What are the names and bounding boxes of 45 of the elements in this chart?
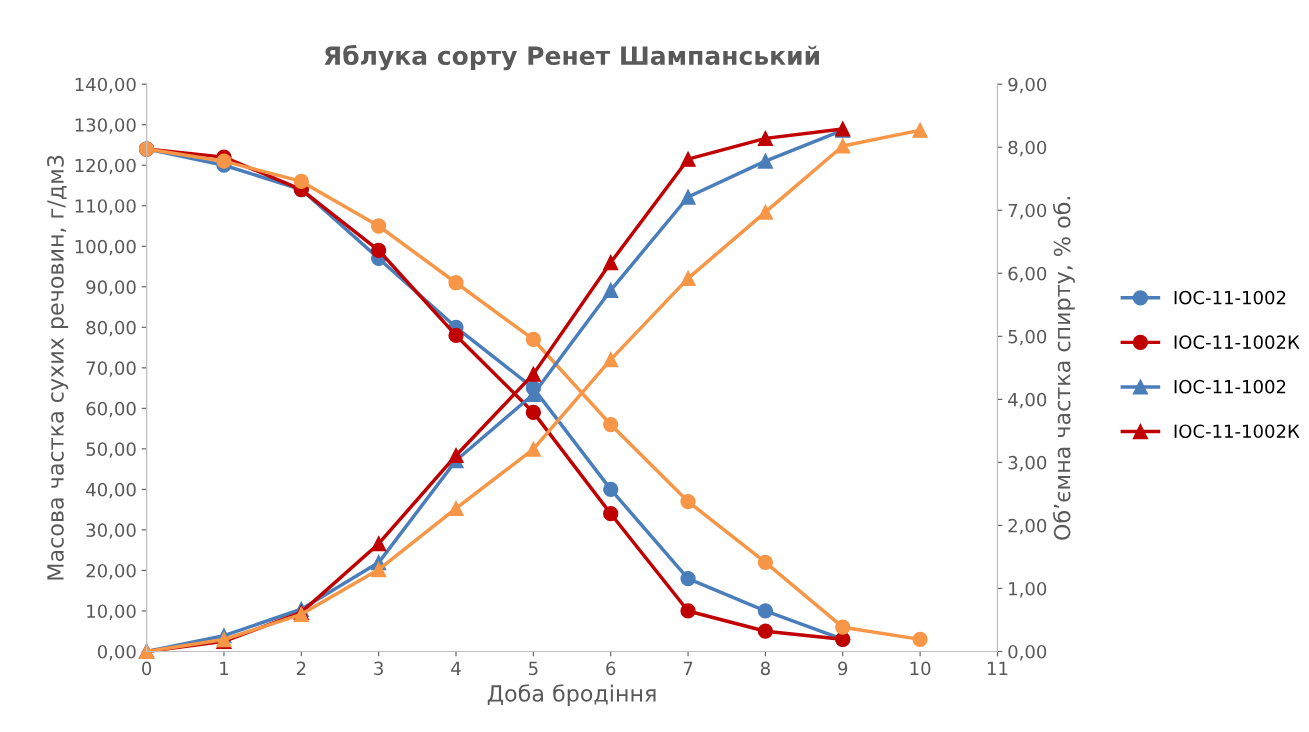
- x-tick-label: 5: [529, 661, 538, 676]
- y-tick-label: 10,00: [87, 604, 136, 620]
- x-tick-label: 11: [987, 661, 1008, 675]
- y-tick-label: 20,00: [86, 563, 136, 580]
- y-tick-label: 80,00: [86, 320, 136, 337]
- chart-title: Яблука сорту Ренет Шампанський: [324, 44, 820, 71]
- y2-tick-label: 2,00: [1008, 518, 1047, 535]
- y-tick-label: 60,00: [86, 401, 136, 418]
- x-tick-label: 6: [606, 661, 616, 676]
- x-tick-label: 3: [374, 661, 383, 676]
- y-tick-label: 140,00: [75, 77, 136, 94]
- x-tick-label: 0: [142, 661, 152, 676]
- legend-label: ІОС-11-1002К: [1174, 424, 1300, 439]
- y2-tick-label: 9,00: [1008, 77, 1047, 94]
- x-tick-label: 10: [910, 661, 931, 676]
- y-tick-label: 70,00: [86, 361, 136, 377]
- legend-label: ІОС-11-1002К: [1174, 335, 1300, 349]
- y2-tick-label: 8,00: [1008, 140, 1047, 157]
- x-tick-label: 2: [296, 661, 306, 675]
- y-tick-label: 40,00: [86, 482, 136, 499]
- y2-tick-label: 0,00: [1008, 644, 1047, 661]
- y2-tick-label: 5,00: [1008, 329, 1047, 346]
- y-tick-label: 130,00: [75, 118, 136, 134]
- y2-tick-label: 6,00: [1008, 266, 1047, 283]
- x-tick-label: 9: [838, 661, 848, 676]
- x-tick-label: 7: [683, 661, 693, 675]
- x-tick-label: 8: [760, 661, 770, 676]
- y-tick-label: 90,00: [86, 280, 136, 296]
- y-tick-label: 0,00: [97, 644, 136, 661]
- legend-label: ІОС-11-1002: [1174, 290, 1286, 305]
- y-axis-title: Масова частка сухих речовин, г/дм3: [47, 155, 69, 580]
- y2-axis-title: Об’ємна частка спирту, % об.: [1052, 196, 1075, 540]
- legend-label: ІОС-11-1002: [1174, 379, 1286, 394]
- x-axis-title: Доба бродіння: [487, 684, 656, 707]
- y-tick-label: 50,00: [86, 442, 136, 458]
- x-tick-label: 4: [451, 661, 461, 675]
- y2-tick-label: 3,00: [1008, 455, 1047, 472]
- y2-tick-label: 1,00: [1009, 581, 1047, 598]
- y-tick-label: 100,00: [75, 239, 136, 256]
- y-tick-label: 120,00: [75, 158, 136, 175]
- y2-tick-label: 4,00: [1008, 392, 1047, 409]
- y2-tick-label: 7,00: [1008, 203, 1047, 220]
- y-tick-label: 110,00: [75, 199, 136, 215]
- x-tick-label: 1: [220, 661, 229, 675]
- y-tick-label: 30,00: [86, 523, 136, 539]
